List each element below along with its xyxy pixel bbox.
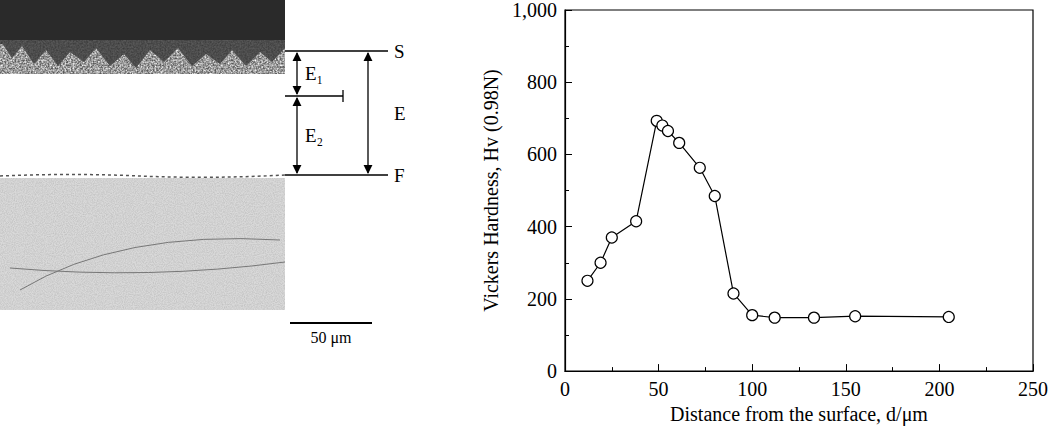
svg-text:Distance from the surface, d/μ: Distance from the surface, d/μm [670, 403, 928, 426]
svg-text:50: 50 [649, 378, 669, 400]
svg-text:1,000: 1,000 [512, 0, 557, 21]
svg-text:0: 0 [547, 360, 557, 382]
svg-text:E: E [394, 103, 406, 124]
svg-text:150: 150 [831, 378, 861, 400]
svg-text:Vickers Hardness, Hv (0.98N): Vickers Hardness, Hv (0.98N) [480, 69, 503, 312]
svg-text:100: 100 [737, 378, 767, 400]
svg-text:F: F [394, 165, 405, 186]
svg-text:200: 200 [527, 288, 557, 310]
svg-text:S: S [394, 41, 405, 62]
svg-text:800: 800 [527, 71, 557, 93]
svg-text:E₁: E₁ [305, 63, 323, 84]
svg-text:400: 400 [527, 216, 557, 238]
svg-text:250: 250 [1018, 378, 1048, 400]
svg-text:50 μm: 50 μm [310, 329, 352, 347]
svg-text:600: 600 [527, 143, 557, 165]
svg-text:0: 0 [560, 378, 570, 400]
svg-text:200: 200 [924, 378, 954, 400]
svg-text:E₂: E₂ [305, 125, 323, 146]
